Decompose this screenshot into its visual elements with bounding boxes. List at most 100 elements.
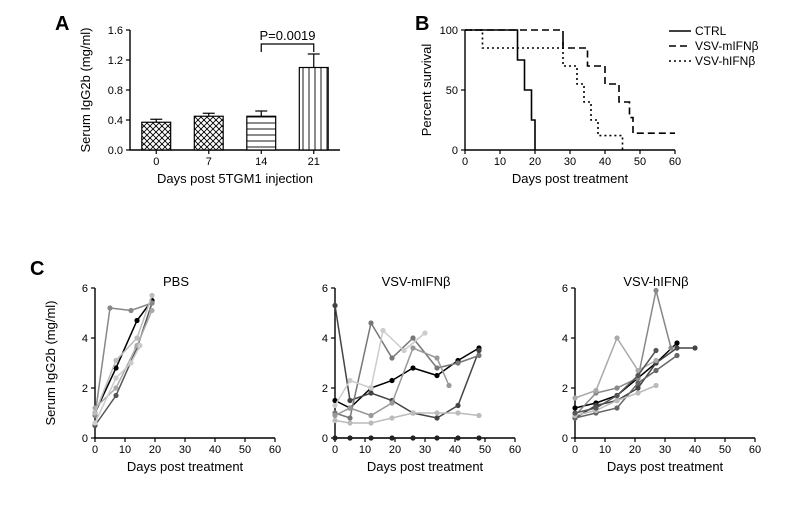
svg-text:20: 20 — [149, 444, 161, 456]
marker — [332, 303, 337, 308]
svg-text:14: 14 — [255, 156, 267, 168]
marker — [476, 435, 481, 440]
svg-text:50: 50 — [239, 444, 251, 456]
svg-text:4: 4 — [562, 333, 568, 345]
marker — [653, 358, 658, 363]
svg-text:50: 50 — [479, 444, 491, 456]
marker — [653, 348, 658, 353]
marker — [347, 405, 352, 410]
marker — [401, 348, 406, 353]
svg-text:0: 0 — [92, 444, 98, 456]
svg-text:40: 40 — [599, 156, 611, 168]
marker — [653, 383, 658, 388]
panelC-ylabel: Serum IgG2b (mg/ml) — [43, 301, 58, 426]
survival-VSV-hIFNβ — [465, 30, 623, 150]
svg-text:40: 40 — [449, 444, 461, 456]
marker — [134, 335, 139, 340]
svg-text:30: 30 — [659, 444, 671, 456]
marker — [368, 420, 373, 425]
panelC-2-line-6 — [575, 351, 656, 414]
marker — [614, 385, 619, 390]
marker — [347, 415, 352, 420]
marker — [347, 435, 352, 440]
svg-text:60: 60 — [669, 156, 681, 168]
legend-VSV-hIFNβ: VSV-hIFNβ — [695, 54, 755, 68]
panel-label-c: C — [30, 258, 44, 280]
marker — [368, 385, 373, 390]
marker — [113, 358, 118, 363]
marker — [389, 400, 394, 405]
marker — [455, 410, 460, 415]
panelA-xlabel: Days post 5TGM1 injection — [157, 171, 313, 186]
marker — [410, 435, 415, 440]
svg-text:4: 4 — [82, 333, 88, 345]
svg-text:30: 30 — [564, 156, 576, 168]
svg-text:0: 0 — [452, 145, 458, 157]
svg-text:0.8: 0.8 — [108, 85, 123, 97]
marker — [92, 410, 97, 415]
marker — [389, 435, 394, 440]
marker — [635, 390, 640, 395]
marker — [410, 365, 415, 370]
svg-text:0: 0 — [153, 156, 159, 168]
svg-text:0: 0 — [562, 433, 568, 445]
svg-text:10: 10 — [119, 444, 131, 456]
svg-text:10: 10 — [359, 444, 371, 456]
panelC-xlabel-1: Days post treatment — [367, 459, 484, 474]
marker — [674, 353, 679, 358]
panelB-xlabel: Days post treatment — [512, 171, 629, 186]
pvalue-label: P=0.0019 — [259, 28, 315, 43]
marker — [149, 308, 154, 313]
marker — [434, 410, 439, 415]
marker — [113, 385, 118, 390]
svg-text:0: 0 — [322, 433, 328, 445]
marker — [389, 415, 394, 420]
svg-text:20: 20 — [529, 156, 541, 168]
marker — [332, 413, 337, 418]
svg-text:0: 0 — [332, 444, 338, 456]
marker — [434, 373, 439, 378]
marker — [434, 415, 439, 420]
bar-21 — [299, 68, 328, 151]
svg-text:60: 60 — [269, 444, 281, 456]
marker — [332, 418, 337, 423]
marker — [674, 340, 679, 345]
svg-text:7: 7 — [206, 156, 212, 168]
svg-text:4: 4 — [322, 333, 328, 345]
marker — [347, 378, 352, 383]
svg-text:50: 50 — [446, 85, 458, 97]
marker — [332, 403, 337, 408]
survival-VSV-mIFNβ — [465, 30, 675, 133]
marker — [476, 353, 481, 358]
svg-text:2: 2 — [322, 383, 328, 395]
marker — [347, 398, 352, 403]
svg-text:0.4: 0.4 — [108, 115, 123, 127]
marker — [380, 328, 385, 333]
marker — [593, 388, 598, 393]
marker — [410, 345, 415, 350]
marker — [434, 355, 439, 360]
marker — [572, 405, 577, 410]
survival-CTRL — [465, 30, 535, 150]
subplot-title-VSV-mIFNβ: VSV-mIFNβ — [382, 274, 451, 289]
marker — [455, 403, 460, 408]
svg-text:2: 2 — [82, 383, 88, 395]
panelC-2-line-1 — [575, 348, 695, 418]
svg-text:6: 6 — [562, 283, 568, 295]
marker — [455, 360, 460, 365]
subplot-title-PBS: PBS — [163, 274, 189, 289]
marker — [389, 355, 394, 360]
marker — [347, 420, 352, 425]
svg-text:30: 30 — [419, 444, 431, 456]
svg-text:21: 21 — [308, 156, 320, 168]
marker — [92, 420, 97, 425]
marker — [692, 345, 697, 350]
marker — [368, 320, 373, 325]
marker — [446, 383, 451, 388]
svg-text:10: 10 — [494, 156, 506, 168]
svg-text:1.6: 1.6 — [108, 25, 123, 37]
svg-text:50: 50 — [719, 444, 731, 456]
marker — [476, 413, 481, 418]
marker — [137, 343, 142, 348]
marker — [653, 368, 658, 373]
